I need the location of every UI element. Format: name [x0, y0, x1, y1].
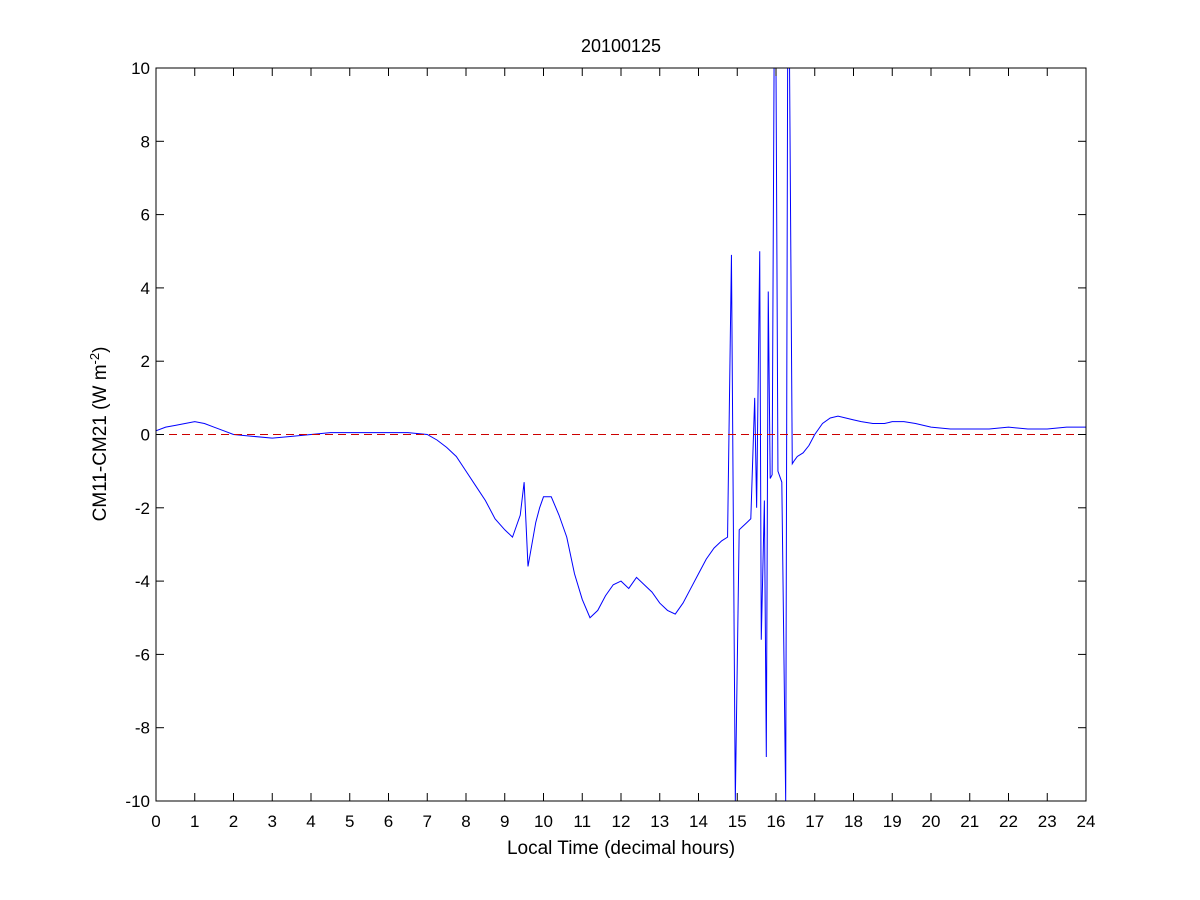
x-tick-label: 23 — [1038, 812, 1057, 831]
x-tick-label: 15 — [728, 812, 747, 831]
y-tick-label: 0 — [141, 426, 150, 445]
y-axis-label: CM11-CM21 (W m-2) — [87, 347, 111, 522]
y-tick-label: -8 — [135, 719, 150, 738]
y-tick-label: -2 — [135, 499, 150, 518]
y-tick-label: 6 — [141, 206, 150, 225]
data-series-line — [156, 68, 1086, 801]
y-tick-label: 4 — [141, 279, 150, 298]
y-axis-label-close: ) — [90, 347, 111, 353]
x-tick-label: 11 — [573, 812, 591, 831]
x-tick-label: 5 — [345, 812, 354, 831]
x-tick-label: 1 — [190, 812, 199, 831]
x-tick-label: 17 — [805, 812, 824, 831]
x-tick-label: 7 — [423, 812, 432, 831]
x-tick-label: 19 — [883, 812, 902, 831]
x-tick-label: 18 — [844, 812, 863, 831]
x-tick-label: 21 — [960, 812, 979, 831]
x-tick-label: 9 — [500, 812, 509, 831]
x-tick-label: 14 — [689, 812, 708, 831]
y-tick-label: 8 — [141, 132, 150, 151]
x-tick-label: 12 — [612, 812, 631, 831]
y-axis-label-main: CM11-CM21 (W m — [90, 364, 111, 521]
series-layer — [156, 68, 1086, 801]
x-tick-label: 24 — [1077, 812, 1096, 831]
x-tick-label: 20 — [922, 812, 941, 831]
x-tick-label: 2 — [229, 812, 238, 831]
x-tick-label: 16 — [767, 812, 786, 831]
y-tick-label: -10 — [125, 792, 150, 811]
x-tick-label: 6 — [384, 812, 393, 831]
x-axis-ticks: 0 1 2 3 4 5 6 7 8 9 10 11 12 13 14 15 16 17 18 19 20 21 22 23 24 — [151, 68, 1095, 831]
chart-title: 20100125 — [581, 36, 661, 56]
y-tick-label: -4 — [135, 572, 150, 591]
y-tick-label: 10 — [131, 59, 150, 78]
x-tick-label: 22 — [999, 812, 1018, 831]
x-tick-label: 0 — [151, 812, 160, 831]
x-tick-label: 4 — [306, 812, 315, 831]
x-axis-label: Local Time (decimal hours) — [507, 838, 735, 859]
x-tick-label: 10 — [534, 812, 553, 831]
x-tick-label: 8 — [461, 812, 470, 831]
y-tick-label: 2 — [141, 352, 150, 371]
x-tick-label: 13 — [650, 812, 669, 831]
y-axis-ticks: -10 -8 -6 -4 -2 0 2 4 6 8 10 — [125, 59, 1086, 811]
y-tick-label: -6 — [135, 645, 150, 664]
x-tick-label: 3 — [268, 812, 277, 831]
y-axis-label-superscript: -2 — [87, 353, 102, 365]
